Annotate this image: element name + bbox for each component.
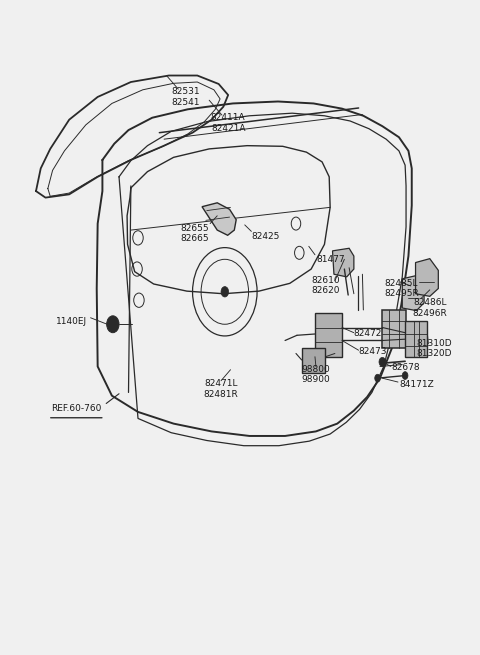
Polygon shape bbox=[383, 310, 406, 348]
Polygon shape bbox=[301, 348, 325, 373]
Text: 82411A
82421A: 82411A 82421A bbox=[211, 113, 245, 132]
Text: 81477: 81477 bbox=[316, 255, 345, 264]
Polygon shape bbox=[405, 321, 427, 357]
Text: 82471L
82481R: 82471L 82481R bbox=[204, 379, 239, 399]
Polygon shape bbox=[333, 248, 354, 277]
Text: 98800
98900: 98800 98900 bbox=[301, 365, 330, 384]
Circle shape bbox=[107, 316, 119, 333]
Text: 82425: 82425 bbox=[252, 232, 280, 241]
Text: 82610
82620: 82610 82620 bbox=[311, 276, 340, 295]
Circle shape bbox=[402, 371, 408, 379]
Text: 82486L
82496R: 82486L 82496R bbox=[412, 298, 447, 318]
Text: 82655
82665: 82655 82665 bbox=[180, 223, 209, 243]
Text: 82678: 82678 bbox=[392, 364, 420, 372]
Circle shape bbox=[375, 374, 381, 382]
Text: REF.60-760: REF.60-760 bbox=[51, 403, 101, 413]
Circle shape bbox=[324, 328, 333, 341]
Polygon shape bbox=[416, 259, 438, 296]
Text: 82473: 82473 bbox=[359, 347, 387, 356]
Text: 82531
82541: 82531 82541 bbox=[171, 87, 200, 107]
Text: 1140EJ: 1140EJ bbox=[56, 316, 87, 326]
Text: 81310D
81320D: 81310D 81320D bbox=[417, 339, 452, 358]
Circle shape bbox=[379, 358, 385, 366]
Circle shape bbox=[221, 287, 228, 297]
Text: 82472: 82472 bbox=[354, 329, 382, 339]
Text: 84171Z: 84171Z bbox=[399, 379, 434, 388]
Polygon shape bbox=[202, 203, 236, 235]
Text: 82485L
82495R: 82485L 82495R bbox=[384, 279, 419, 298]
Polygon shape bbox=[402, 276, 424, 310]
Polygon shape bbox=[315, 313, 342, 357]
